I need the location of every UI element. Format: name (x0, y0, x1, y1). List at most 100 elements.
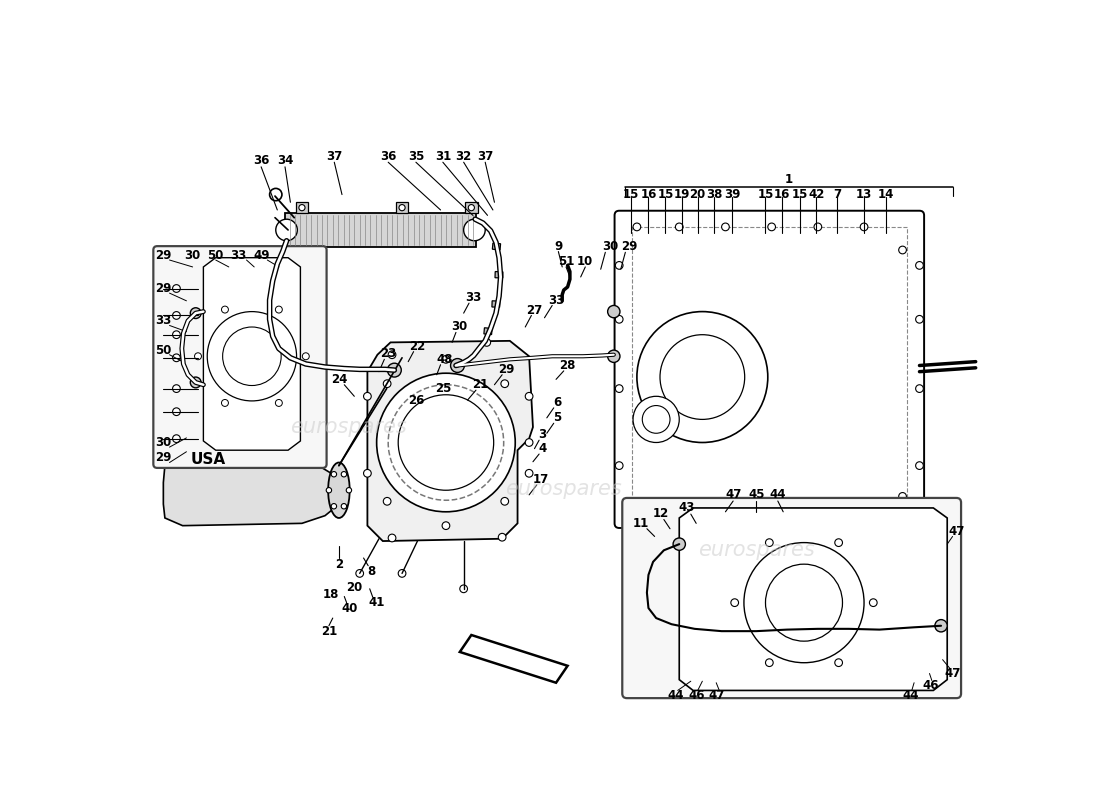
Circle shape (766, 564, 843, 641)
Circle shape (341, 471, 346, 477)
Circle shape (660, 334, 745, 419)
Circle shape (387, 363, 402, 377)
Text: 15: 15 (792, 188, 808, 201)
Text: 30: 30 (185, 249, 200, 262)
Text: 33: 33 (155, 314, 172, 327)
FancyBboxPatch shape (153, 246, 327, 468)
Text: 5: 5 (553, 411, 562, 424)
Text: 3: 3 (538, 428, 547, 442)
Text: 17: 17 (532, 473, 549, 486)
Text: 22: 22 (409, 340, 426, 353)
Circle shape (722, 519, 729, 527)
Circle shape (675, 223, 683, 230)
Text: 33: 33 (548, 294, 564, 306)
Text: eurospares: eurospares (289, 417, 407, 437)
Text: 27: 27 (527, 303, 542, 317)
Circle shape (221, 306, 229, 313)
Circle shape (331, 471, 337, 477)
Circle shape (363, 470, 372, 477)
Polygon shape (367, 341, 534, 541)
Text: 7: 7 (833, 188, 842, 201)
Circle shape (398, 570, 406, 578)
Text: 15: 15 (623, 188, 639, 201)
Circle shape (207, 311, 297, 401)
Circle shape (173, 331, 180, 338)
Circle shape (768, 223, 776, 230)
Text: 29: 29 (498, 363, 514, 376)
Text: 1: 1 (784, 173, 793, 186)
Text: 15: 15 (757, 188, 773, 201)
Circle shape (442, 522, 450, 530)
Polygon shape (296, 202, 308, 213)
Circle shape (383, 380, 390, 387)
Circle shape (730, 599, 738, 606)
Text: 36: 36 (379, 150, 396, 162)
Text: 31: 31 (434, 150, 451, 162)
Circle shape (195, 353, 201, 360)
Bar (285, 213, 476, 247)
Text: 42: 42 (808, 188, 825, 201)
Circle shape (363, 393, 372, 400)
Circle shape (835, 659, 843, 666)
Text: 4: 4 (538, 442, 547, 455)
Polygon shape (460, 635, 568, 682)
Text: 38: 38 (706, 188, 722, 201)
Circle shape (915, 385, 923, 393)
Circle shape (935, 619, 947, 632)
Text: 29: 29 (155, 282, 172, 295)
Polygon shape (163, 459, 339, 526)
Circle shape (302, 353, 309, 360)
Circle shape (500, 380, 508, 387)
Text: 44: 44 (770, 488, 786, 502)
Text: 33: 33 (465, 291, 481, 304)
Text: 20: 20 (346, 581, 362, 594)
Text: 50: 50 (208, 249, 224, 262)
Text: 50: 50 (155, 344, 172, 357)
Text: 43: 43 (679, 502, 695, 514)
Text: 37: 37 (477, 150, 493, 162)
Text: 28: 28 (560, 359, 575, 372)
Circle shape (222, 327, 282, 386)
Text: 16: 16 (640, 188, 657, 201)
Circle shape (327, 487, 331, 493)
Text: 32: 32 (455, 150, 472, 162)
Circle shape (768, 519, 776, 527)
Circle shape (766, 538, 773, 546)
Text: 34: 34 (277, 154, 294, 167)
Text: 46: 46 (688, 689, 704, 702)
Bar (631, 227, 908, 510)
Circle shape (451, 358, 464, 373)
Circle shape (526, 470, 534, 477)
Text: 12: 12 (652, 507, 669, 520)
Circle shape (299, 205, 305, 210)
Circle shape (355, 570, 364, 578)
Circle shape (915, 462, 923, 470)
Circle shape (860, 223, 868, 230)
Circle shape (442, 355, 450, 363)
Text: 48: 48 (436, 353, 453, 366)
Circle shape (615, 385, 623, 393)
Text: 18: 18 (323, 589, 340, 602)
Circle shape (899, 493, 906, 500)
Circle shape (500, 498, 508, 505)
Circle shape (675, 519, 683, 527)
Circle shape (744, 542, 865, 662)
Circle shape (498, 534, 506, 541)
Circle shape (388, 534, 396, 542)
Text: 11: 11 (632, 517, 649, 530)
Text: 10: 10 (578, 255, 593, 268)
Circle shape (190, 308, 201, 318)
FancyBboxPatch shape (615, 210, 924, 528)
Text: 36: 36 (253, 154, 270, 167)
Circle shape (642, 406, 670, 434)
Text: 49: 49 (254, 249, 271, 262)
Circle shape (173, 285, 180, 292)
Polygon shape (680, 508, 947, 690)
Circle shape (899, 246, 906, 254)
Circle shape (399, 205, 405, 210)
Circle shape (173, 408, 180, 415)
Circle shape (860, 519, 868, 527)
Text: 29: 29 (155, 249, 172, 262)
Circle shape (526, 393, 534, 400)
Circle shape (607, 350, 620, 362)
